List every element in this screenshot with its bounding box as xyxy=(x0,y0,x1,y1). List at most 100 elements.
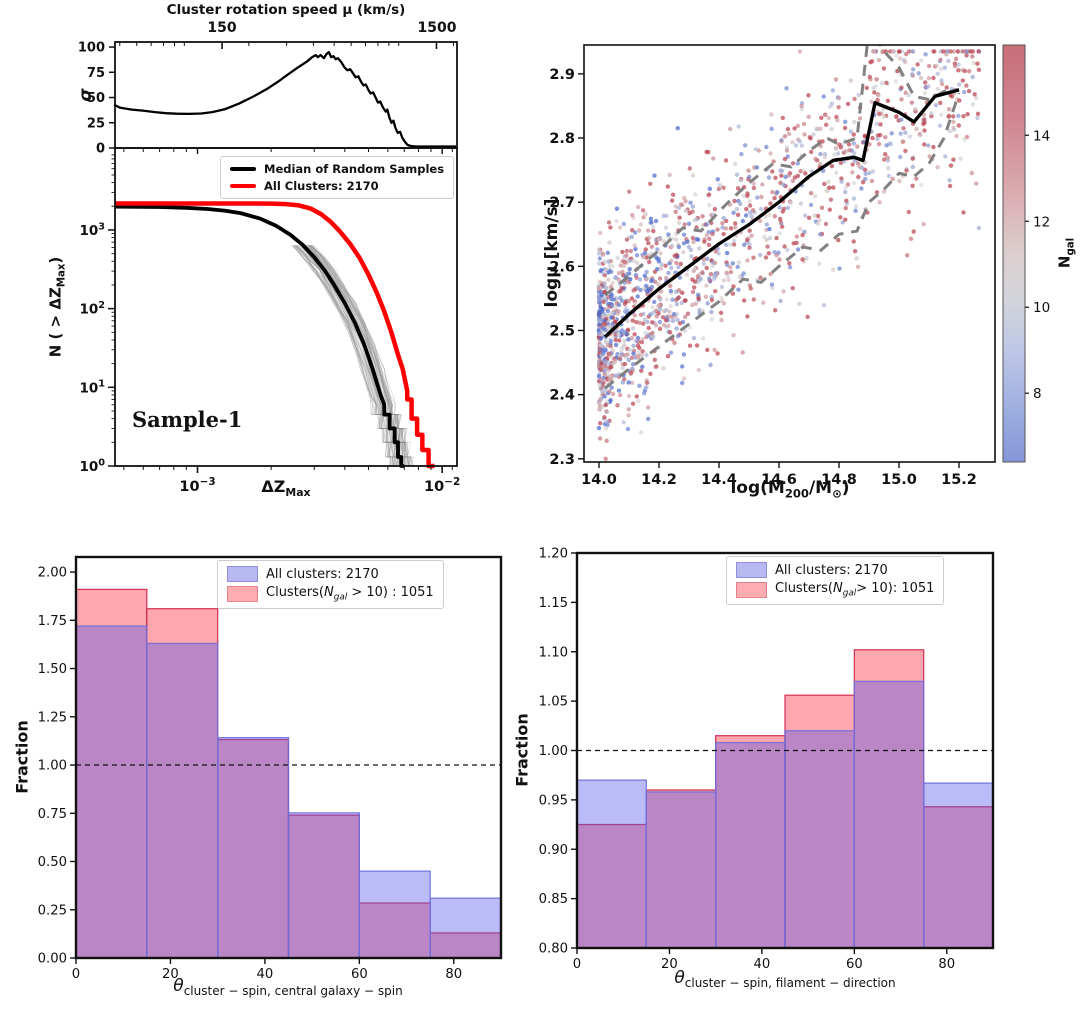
scatter-point xyxy=(873,84,878,89)
scatter-point xyxy=(614,206,620,211)
scatter-point xyxy=(721,185,726,190)
scatter-point xyxy=(770,169,775,174)
scatter-point xyxy=(683,208,688,214)
scatter-point xyxy=(898,131,903,136)
scatter-point xyxy=(883,152,888,157)
scatter-point xyxy=(779,137,784,143)
scatter-point xyxy=(625,426,631,432)
legend-label: Clusters(Ngal> 10): 1051 xyxy=(775,581,935,599)
scatter-point xyxy=(951,119,956,125)
scatter-point xyxy=(712,206,718,212)
scatter-point xyxy=(631,343,636,348)
scatter-point xyxy=(621,420,626,425)
scatter-point xyxy=(797,226,803,232)
scatter-point xyxy=(598,289,603,294)
scatter-point xyxy=(821,303,827,308)
scatter-point xyxy=(898,154,903,160)
hist-xtick-label: 80 xyxy=(938,957,955,972)
scatter-point xyxy=(974,95,979,101)
scatter-point xyxy=(632,332,637,337)
scatter-point xyxy=(837,142,842,147)
scatter-point xyxy=(735,186,741,191)
scatter-point xyxy=(843,119,848,125)
scatter-point xyxy=(665,184,670,189)
scatter-point xyxy=(630,401,636,406)
scatter-point xyxy=(687,166,692,171)
scatter-point xyxy=(731,238,737,243)
scatter-point xyxy=(745,193,750,199)
scatter-point xyxy=(631,351,636,356)
scatter-point xyxy=(782,156,788,162)
scatter-point xyxy=(751,181,756,186)
scatter-point xyxy=(661,238,666,244)
scatter-point xyxy=(879,81,885,86)
scatter-point xyxy=(632,243,637,248)
scatter-point xyxy=(640,337,645,342)
scatter-point xyxy=(956,123,961,128)
scatter-point xyxy=(815,213,821,219)
legend-label: Clusters(Ngal > 10) : 1051 xyxy=(266,585,434,603)
scatter-point xyxy=(782,134,788,139)
scatter-point xyxy=(885,98,891,104)
scatter-point xyxy=(625,308,630,314)
scatter-point xyxy=(648,216,654,221)
scatter-point xyxy=(767,235,773,241)
scatter-point xyxy=(790,178,795,184)
scatter-point xyxy=(966,69,972,74)
scatter-point xyxy=(724,270,729,275)
scatter-xlabel-p2: /M xyxy=(808,478,833,498)
scatter-point xyxy=(903,130,908,135)
scatter-point xyxy=(870,169,876,174)
scatter-point xyxy=(596,247,602,253)
scatter-point xyxy=(718,310,724,315)
scatter-point xyxy=(670,243,675,248)
scatter-point xyxy=(604,438,609,443)
scatter-point xyxy=(690,302,695,308)
scatter-point xyxy=(784,86,789,91)
scatter-point xyxy=(758,206,764,212)
scatter-point xyxy=(972,92,977,97)
scatter-point xyxy=(764,144,769,150)
scatter-point xyxy=(897,178,902,184)
scatter-point xyxy=(633,301,639,306)
scatter-point xyxy=(800,232,805,238)
scatter-point xyxy=(696,367,701,373)
scatter-point xyxy=(942,65,947,70)
scatter-point xyxy=(627,266,632,272)
scatter-point xyxy=(856,174,861,180)
scatter-point xyxy=(598,230,603,236)
hist-xtick-label: 60 xyxy=(846,957,863,972)
scatter-point xyxy=(757,218,763,224)
red-box-swatch xyxy=(227,585,258,602)
scatter-point xyxy=(922,128,927,133)
scatter-point xyxy=(769,126,774,131)
scatter-point xyxy=(884,80,889,86)
scatter-point xyxy=(610,264,615,269)
scatter-point xyxy=(602,273,608,278)
scatter-point xyxy=(780,224,785,229)
scatter-point xyxy=(634,319,639,325)
hist-ytick-label: 0.90 xyxy=(539,843,568,858)
scatter-point xyxy=(669,265,674,271)
scatter-point xyxy=(875,98,880,103)
sigma-ytick-label: 100 xyxy=(78,41,105,56)
scatter-point xyxy=(617,225,623,230)
scatter-point xyxy=(681,250,686,255)
scatter-point xyxy=(723,242,729,248)
scatter-point xyxy=(904,168,909,173)
scatter-point xyxy=(728,126,733,132)
scatter-point xyxy=(857,164,862,169)
scatter-point xyxy=(733,161,738,166)
scatter-point xyxy=(808,202,814,208)
scatter-point xyxy=(790,161,796,166)
top-tick-1500: 1500 xyxy=(417,20,457,36)
scatter-point xyxy=(851,132,856,137)
scatter-point xyxy=(768,201,773,206)
scatter-point xyxy=(706,276,712,281)
scatter-point xyxy=(771,159,776,164)
scatter-point xyxy=(862,167,868,172)
scatter-point xyxy=(672,340,677,346)
scatter-point xyxy=(724,250,730,256)
scatter-point xyxy=(850,170,855,175)
scatter-point xyxy=(734,172,740,177)
